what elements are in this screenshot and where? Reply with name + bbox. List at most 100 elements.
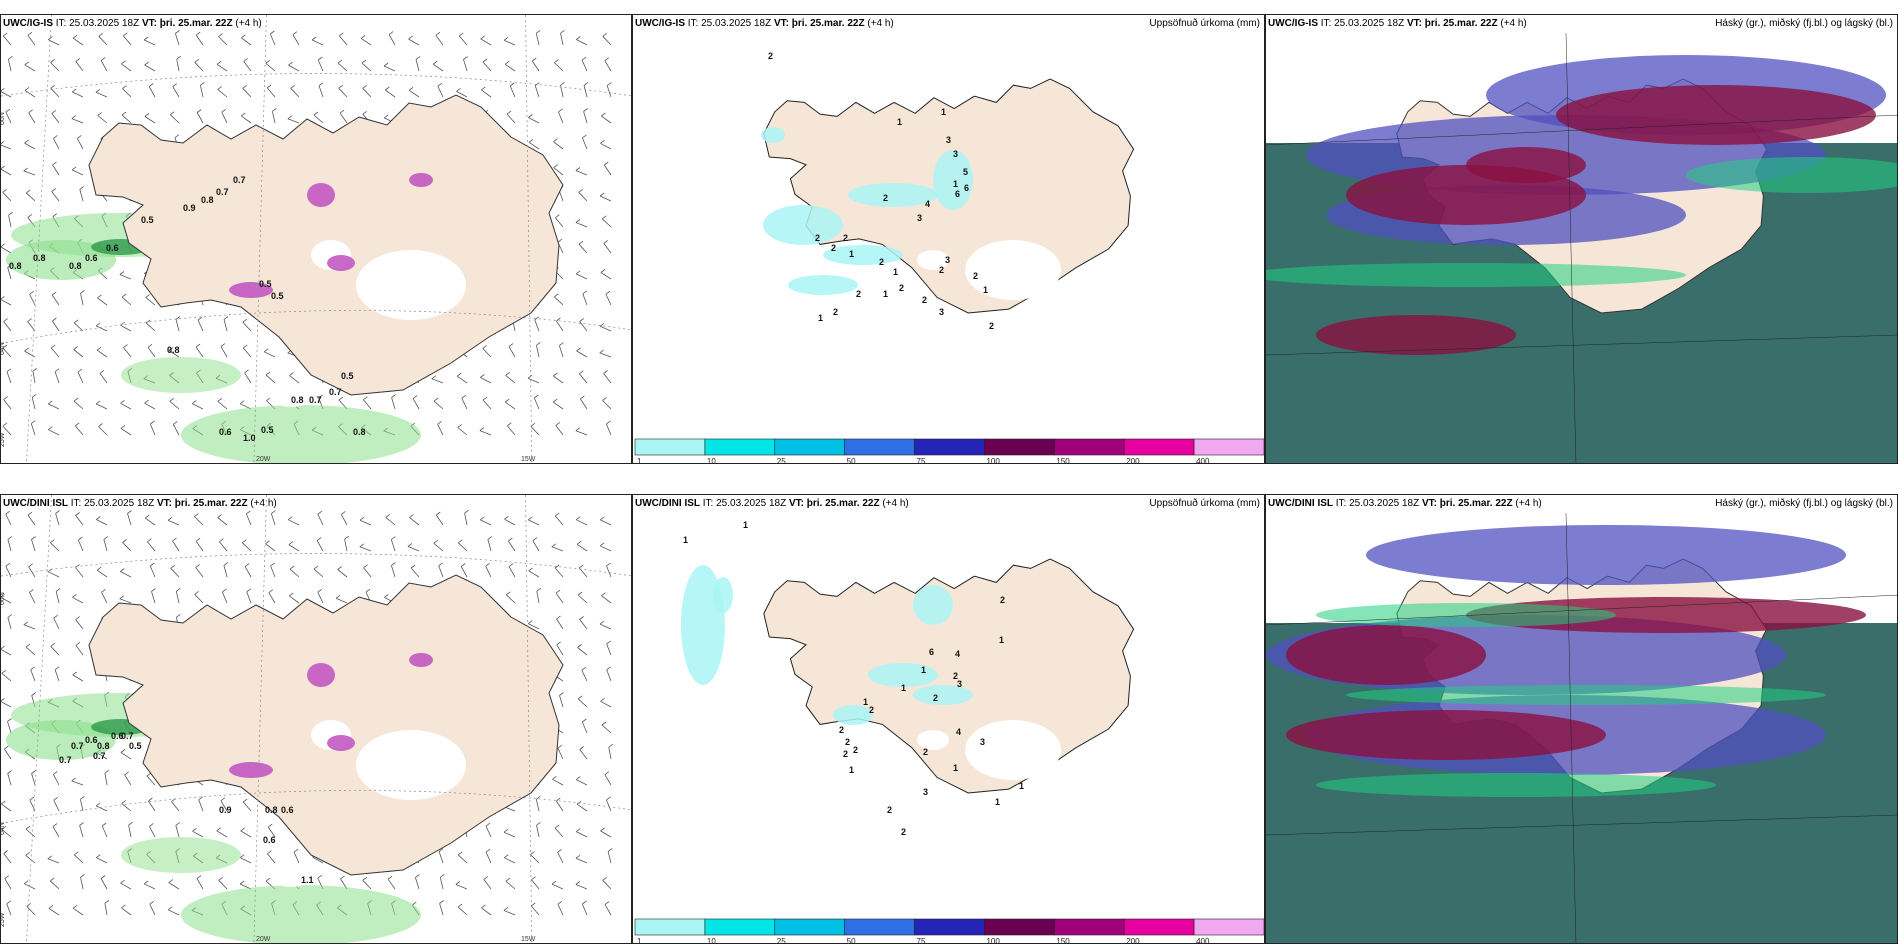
wind-barb [104, 903, 108, 916]
wind-barb-flag [552, 372, 558, 377]
wind-barb-flag [96, 566, 102, 571]
wind-barb [600, 519, 612, 526]
wind-barb [5, 111, 12, 124]
grid-line [1266, 114, 1897, 146]
wind-barb [581, 670, 588, 682]
wind-barb [267, 853, 276, 864]
wind-barb [27, 321, 36, 332]
contour-label: 0.6 [85, 735, 98, 745]
contour-label: 0.8 [97, 741, 110, 751]
wind-barb [195, 540, 204, 552]
wind-barb-flag [149, 823, 154, 827]
wind-barb-flag [149, 900, 155, 905]
low-cloud [1316, 315, 1516, 355]
wind-barb [216, 63, 228, 72]
wind-barb-flag [220, 797, 226, 802]
wind-barb [75, 515, 84, 526]
wind-barb [244, 566, 252, 578]
wind-barb [362, 879, 372, 890]
wind-barb [578, 192, 588, 202]
wind-barb [1, 649, 12, 656]
wind-barb-flag [55, 588, 61, 592]
wind-barb [583, 85, 588, 98]
wind-barb-flag [6, 368, 12, 373]
wind-barb-flag [440, 873, 445, 878]
wind-barb [172, 86, 180, 98]
contour-label: 1.1 [301, 875, 314, 885]
wind-barb [483, 879, 492, 890]
wind-barb [580, 398, 588, 410]
wind-barb-flag [151, 588, 156, 592]
wind-barb [50, 542, 60, 552]
wind-barb [438, 851, 444, 864]
wind-barb-flag [575, 427, 581, 432]
precip-value-label: 2 [843, 233, 848, 243]
wind-barb-flag [78, 536, 83, 541]
wind-barb-flag [195, 31, 201, 36]
wind-barb-flag [575, 881, 581, 885]
wind-barb-flag [556, 615, 561, 620]
wind-barb [72, 907, 84, 916]
wind-barb [120, 428, 132, 436]
wind-barb-flag [120, 749, 126, 753]
lon-tick-label: 25W [1, 432, 6, 447]
precip-swath [121, 357, 241, 393]
wind-barb-flag [1, 698, 5, 702]
wind-barb [73, 400, 84, 410]
wind-barb-flag [95, 88, 101, 93]
glacier [917, 250, 949, 270]
wind-barb-flag [51, 188, 56, 192]
wind-barb [339, 112, 348, 124]
wind-barb [27, 35, 36, 46]
precip-value-label: 4 [955, 649, 960, 659]
precip-heavy [229, 762, 273, 778]
cloud-band [1686, 157, 1897, 193]
wind-barb-flag [55, 510, 60, 514]
wind-barb [480, 38, 492, 46]
wind-barb-flag [52, 161, 57, 166]
wind-barb-flag [267, 850, 272, 855]
precip-value-label: 3 [957, 679, 962, 689]
wind-barb [482, 348, 492, 358]
contour-label: 0.7 [329, 387, 342, 397]
wind-barb-flag [581, 56, 587, 61]
wind-barb-flag [121, 293, 127, 298]
wind-barb-flag [71, 777, 76, 782]
precip-value-label: 3 [946, 135, 951, 145]
wind-barb-flag [479, 427, 485, 431]
wind-barb [554, 296, 564, 306]
wind-barb-flag [216, 60, 222, 65]
wind-barb-flag [79, 822, 84, 826]
wind-barb-flag [144, 113, 150, 117]
wind-barb [95, 325, 108, 332]
wind-barb [240, 830, 252, 838]
wind-barb [2, 347, 12, 358]
wind-barb-flag [559, 692, 564, 696]
wind-barb-flag [555, 589, 561, 594]
wind-barb-flag [599, 322, 605, 327]
precip-heavy [229, 282, 273, 298]
contour-label: 0.8 [167, 345, 180, 355]
colorbar-label: 150 [1056, 937, 1070, 944]
wind-barb [49, 880, 60, 890]
wind-barb [362, 88, 372, 98]
wind-barb-flag [217, 514, 222, 518]
wind-barb [151, 591, 156, 604]
wind-barb [578, 373, 588, 384]
wind-barb [506, 594, 516, 604]
wind-barb-flag [507, 422, 512, 427]
wind-barb [606, 85, 612, 98]
wind-barb-flag [100, 57, 106, 61]
wind-barb [218, 880, 228, 890]
wind-barb [149, 565, 156, 578]
wind-barb-flag [482, 396, 488, 401]
wind-barb [6, 903, 12, 916]
wind-barb [7, 539, 12, 552]
wind-barb [575, 222, 588, 228]
wind-barb [51, 191, 60, 202]
wind-barb [31, 539, 36, 552]
wind-barb-flag [604, 161, 609, 166]
wind-barb-flag [168, 347, 174, 351]
precip-value-label: 2 [922, 295, 927, 305]
wind-barb [606, 799, 612, 812]
